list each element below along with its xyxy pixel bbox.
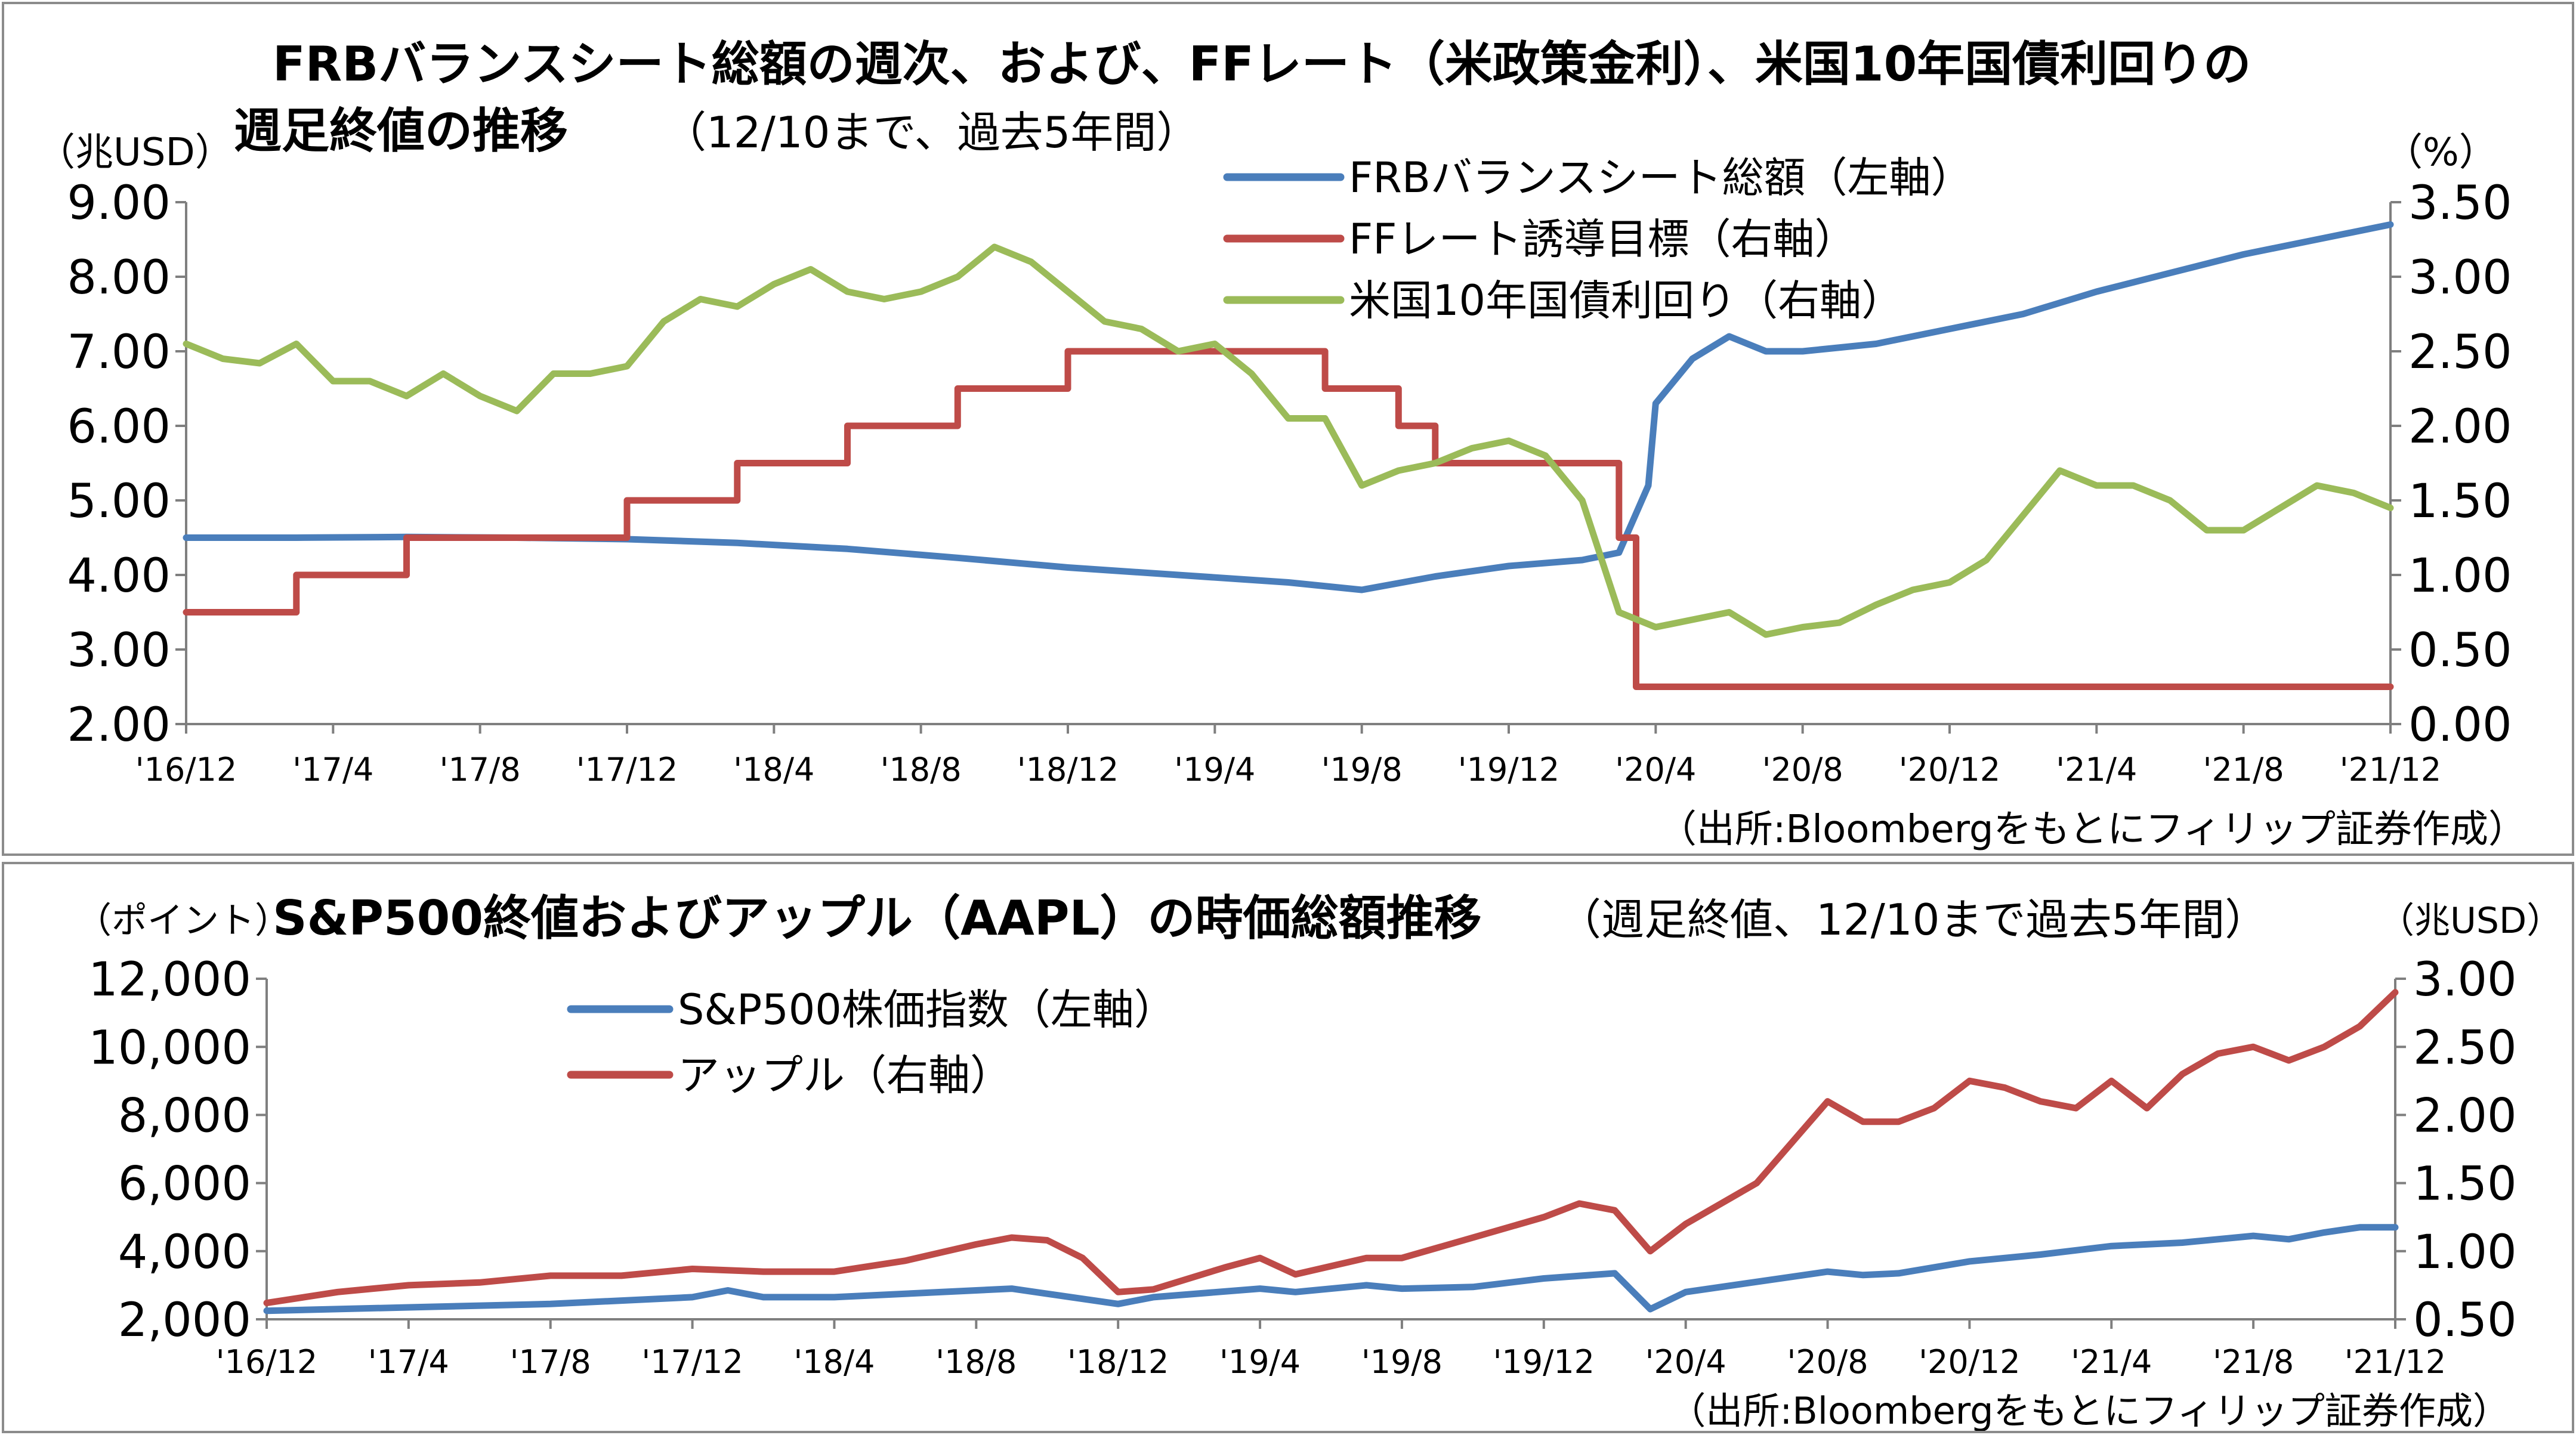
series-line-0 <box>263 1224 2399 1315</box>
x-axis-tick-label: '17/12 <box>576 751 678 788</box>
left-axis-tick-label: 12,000 <box>88 953 251 1007</box>
right-axis-unit: （%） <box>2385 131 2497 175</box>
chart-panel-fed-balance-sheet: FRBバランスシート総額の週次、および、FFレート（米政策金利）、米国10年国債… <box>2 2 2574 856</box>
x-axis-tick-label: '17/4 <box>368 1343 449 1381</box>
x-axis-tick-label: '17/8 <box>510 1343 591 1381</box>
left-axis-tick-label: 4.00 <box>67 549 171 603</box>
chart-title: S&P500終値およびアップル（AAPL）の時価総額推移 <box>273 890 1481 946</box>
right-axis-tick-label: 3.00 <box>2413 953 2517 1007</box>
left-axis-tick-label: 9.00 <box>67 177 171 230</box>
x-axis-tick-label: '21/4 <box>2071 1343 2152 1381</box>
x-axis-tick-label: '20/8 <box>1762 751 1843 788</box>
series-line-1 <box>183 348 2394 690</box>
x-axis-tick-label: '19/12 <box>1493 1343 1595 1381</box>
x-axis-tick-label: '19/8 <box>1321 751 1403 788</box>
chart-subtitle: （週足終値、12/10まで過去5年間） <box>1558 895 2268 945</box>
right-axis-tick-label: 2.50 <box>2413 1021 2517 1075</box>
x-axis-tick-label: '18/12 <box>1017 751 1119 788</box>
right-axis-unit: （兆USD） <box>2379 900 2562 942</box>
x-axis-tick-label: '19/12 <box>1458 751 1559 788</box>
x-axis-tick-label: '20/12 <box>1899 751 2000 788</box>
series-line-2 <box>183 243 2394 638</box>
right-axis-tick-label: 0.00 <box>2408 698 2512 752</box>
left-axis-tick-label: 7.00 <box>67 326 171 379</box>
left-axis-tick-label: 3.00 <box>67 624 171 678</box>
left-axis-tick-label: 8,000 <box>118 1089 251 1143</box>
left-axis-tick-label: 6,000 <box>118 1158 251 1211</box>
x-axis-tick-label: '21/8 <box>2213 1343 2294 1381</box>
series-line-1 <box>263 989 2399 1307</box>
x-axis-tick-label: '19/8 <box>1361 1343 1443 1381</box>
right-axis-tick-label: 0.50 <box>2413 1294 2517 1347</box>
right-axis-tick-label: 2.00 <box>2408 400 2512 454</box>
chart-fed-balance-sheet: FRBバランスシート総額の週次、および、FFレート（米政策金利）、米国10年国債… <box>37 36 2526 852</box>
x-axis-tick-label: '21/12 <box>2340 751 2441 788</box>
chart-title-line1: FRBバランスシート総額の週次、および、FFレート（米政策金利）、米国10年国債… <box>273 36 2251 92</box>
right-axis-tick-label: 2.00 <box>2413 1089 2517 1143</box>
left-axis-tick-label: 4,000 <box>118 1226 251 1279</box>
right-axis-tick-label: 0.50 <box>2408 624 2512 678</box>
x-axis-tick-label: '16/12 <box>216 1343 317 1381</box>
right-axis-tick-label: 1.50 <box>2408 475 2512 528</box>
x-axis-tick-label: '21/4 <box>2056 751 2137 788</box>
left-axis-unit: （兆USD） <box>37 131 233 175</box>
chart-panel-sp500-aapl: （ポイント） S&P500終値およびアップル（AAPL）の時価総額推移 （週足終… <box>2 862 2574 1433</box>
x-axis-tick-label: '20/4 <box>1615 751 1696 788</box>
left-axis-tick-label: 10,000 <box>88 1021 251 1075</box>
legend-label-0: FRBバランスシート総額（左軸） <box>1349 153 1973 202</box>
x-axis-tick-label: '18/8 <box>881 751 962 788</box>
x-axis-tick-label: '21/12 <box>2345 1343 2446 1381</box>
source-note: （出所:Bloombergをもとにフィリップ証券作成） <box>1669 1389 2510 1431</box>
left-axis-tick-label: 8.00 <box>67 251 171 305</box>
x-axis-tick-label: '17/8 <box>440 751 521 788</box>
right-axis-tick-label: 1.50 <box>2413 1158 2517 1211</box>
x-axis-tick-label: '17/4 <box>292 751 373 788</box>
right-axis-tick-label: 3.00 <box>2408 251 2512 305</box>
x-axis-tick-label: '20/12 <box>1919 1343 2020 1381</box>
x-axis-tick-label: '18/4 <box>793 1343 875 1381</box>
chart-subtitle: （12/10まで、過去5年間） <box>663 107 1199 157</box>
right-axis-tick-label: 2.50 <box>2408 326 2512 379</box>
x-axis-tick-label: '19/4 <box>1219 1343 1301 1381</box>
x-axis-tick-label: '17/12 <box>641 1343 743 1381</box>
right-axis-tick-label: 1.00 <box>2408 549 2512 603</box>
left-axis-tick-label: 2,000 <box>118 1294 251 1347</box>
x-axis-tick-label: '19/4 <box>1174 751 1255 788</box>
right-axis-tick-label: 3.50 <box>2408 177 2512 230</box>
x-axis-tick-label: '18/4 <box>733 751 814 788</box>
left-axis-tick-label: 2.00 <box>67 698 171 752</box>
source-note: （出所:Bloombergをもとにフィリップ証券作成） <box>1658 808 2526 852</box>
left-axis-tick-label: 5.00 <box>67 475 171 528</box>
chart-title-line2: 週足終値の推移 <box>234 103 568 159</box>
x-axis-tick-label: '18/8 <box>935 1343 1017 1381</box>
x-axis-tick-label: '20/4 <box>1645 1343 1726 1381</box>
legend-label-1: アップル（右軸） <box>678 1051 1012 1100</box>
legend-label-2: 米国10年国債利回り（右軸） <box>1349 276 1903 325</box>
right-axis-tick-label: 1.00 <box>2413 1226 2517 1279</box>
left-axis-tick-label: 6.00 <box>67 400 171 454</box>
chart-sp500-aapl: （ポイント） S&P500終値およびアップル（AAPL）の時価総額推移 （週足終… <box>76 890 2562 1431</box>
x-axis-tick-label: '21/8 <box>2203 751 2284 788</box>
plot-area: 9.00 8.00 7.00 6.00 5.00 4.00 3.00 2.00 3.50 3.00… <box>67 153 2512 788</box>
legend-label-0: S&P500株価指数（左軸） <box>678 985 1176 1034</box>
legend-label-1: FFレート誘導目標（右軸） <box>1349 215 1857 264</box>
x-axis-tick-label: '18/12 <box>1067 1343 1169 1381</box>
x-axis-tick-label: '20/8 <box>1787 1343 1868 1381</box>
plot-area: 12,000 10,000 8,000 6,000 4,000 2,000 3.00 2.50… <box>88 953 2517 1381</box>
x-axis-tick-label: '16/12 <box>135 751 237 788</box>
left-axis-unit: （ポイント） <box>76 900 291 942</box>
